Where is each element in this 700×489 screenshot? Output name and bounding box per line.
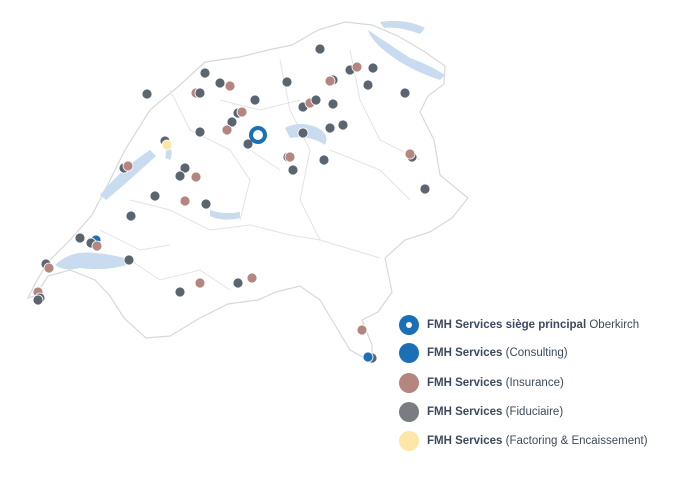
location-marker	[327, 98, 339, 110]
location-marker	[122, 160, 134, 172]
location-marker	[125, 210, 137, 222]
lake	[100, 150, 156, 200]
location-marker	[281, 76, 293, 88]
legend-detail: (Insurance)	[506, 377, 564, 389]
location-marker	[404, 148, 416, 160]
location-marker	[224, 80, 236, 92]
location-marker	[179, 195, 191, 207]
location-marker	[399, 87, 411, 99]
location-marker	[362, 79, 374, 91]
location-marker	[236, 106, 248, 118]
location-marker	[318, 154, 330, 166]
location-marker	[141, 88, 153, 100]
legend-label: FMH Services (Insurance)	[427, 377, 564, 389]
country-outline	[26, 21, 469, 364]
location-marker	[174, 286, 186, 298]
legend-swatch	[399, 343, 419, 363]
location-marker	[419, 183, 431, 195]
location-marker	[297, 127, 309, 139]
legend-bold: FMH Services siège principal	[427, 319, 586, 331]
location-marker	[194, 87, 206, 99]
location-marker	[246, 272, 258, 284]
legend-swatch	[399, 402, 419, 422]
legend-bold: FMH Services	[427, 347, 502, 359]
location-marker	[314, 43, 326, 55]
legend-swatch-center	[406, 322, 412, 328]
legend: FMH Services siège principal Oberkirch F…	[399, 315, 648, 451]
legend-bold: FMH Services	[427, 406, 502, 418]
location-marker	[32, 294, 44, 306]
location-marker	[232, 277, 244, 289]
legend-label: FMH Services (Consulting)	[427, 347, 568, 359]
location-marker	[190, 171, 202, 183]
legend-bold: FMH Services	[427, 377, 502, 389]
lake	[380, 20, 425, 34]
location-marker	[324, 75, 336, 87]
location-marker	[362, 351, 374, 363]
legend-bold: FMH Services	[427, 435, 502, 447]
location-marker	[123, 254, 135, 266]
location-marker	[43, 262, 55, 274]
legend-item: FMH Services (Factoring & Encaissement)	[399, 431, 648, 451]
location-markers	[32, 43, 431, 364]
location-marker	[226, 116, 238, 128]
location-marker	[194, 277, 206, 289]
location-marker	[149, 190, 161, 202]
location-marker	[161, 139, 173, 151]
legend-item: FMH Services (Fiduciaire)	[399, 402, 563, 422]
location-marker	[174, 170, 186, 182]
location-marker	[91, 240, 103, 252]
legend-label: FMH Services (Factoring & Encaissement)	[427, 435, 648, 447]
location-marker	[351, 61, 363, 73]
lake	[55, 252, 135, 270]
legend-detail: (Factoring & Encaissement)	[506, 435, 648, 447]
lake	[210, 210, 240, 220]
location-marker	[249, 94, 261, 106]
location-marker	[242, 138, 254, 150]
lake	[368, 30, 445, 80]
location-marker	[199, 67, 211, 79]
location-marker	[367, 62, 379, 74]
location-marker	[337, 119, 349, 131]
legend-label: FMH Services siège principal Oberkirch	[427, 319, 639, 331]
location-marker	[214, 77, 226, 89]
location-marker	[179, 162, 191, 174]
legend-detail: (Consulting)	[506, 347, 568, 359]
location-marker	[200, 198, 212, 210]
location-marker	[310, 94, 322, 106]
location-marker	[287, 164, 299, 176]
location-marker	[74, 232, 86, 244]
legend-item: FMH Services siège principal Oberkirch	[399, 315, 639, 335]
legend-swatch	[399, 373, 419, 393]
legend-detail: Oberkirch	[589, 319, 639, 331]
location-marker	[221, 124, 233, 136]
location-marker	[356, 324, 368, 336]
legend-item: FMH Services (Insurance)	[399, 373, 564, 393]
location-marker	[284, 151, 296, 163]
headquarters-marker	[249, 126, 267, 144]
location-marker	[324, 122, 336, 134]
legend-label: FMH Services (Fiduciaire)	[427, 406, 563, 418]
legend-swatch	[399, 431, 419, 451]
legend-detail: (Fiduciaire)	[506, 406, 564, 418]
location-marker	[194, 126, 206, 138]
legend-item: FMH Services (Consulting)	[399, 343, 568, 363]
